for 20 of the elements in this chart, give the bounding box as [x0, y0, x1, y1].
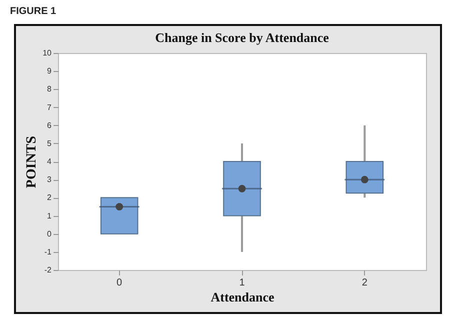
y-tick-label: 6 — [47, 120, 52, 130]
y-tick-label: 5 — [47, 138, 52, 148]
chart-title: Change in Score by Attendance — [155, 30, 330, 45]
y-tick-label: 7 — [47, 102, 52, 112]
caption: FIGURE 1 — [10, 6, 56, 17]
y-tick-label: -2 — [44, 266, 52, 274]
y-tick-label: -1 — [44, 247, 52, 256]
y-tick-label: 1 — [47, 211, 52, 220]
y-tick-label: 0 — [47, 229, 52, 238]
y-tick-label: 4 — [47, 157, 52, 166]
x-tick-label: 2 — [362, 278, 368, 288]
y-axis-title: POINTS — [24, 136, 40, 188]
x-axis-title: Attendance — [210, 290, 275, 304]
y-tick-label: 10 — [42, 48, 52, 58]
y-tick-label: 2 — [47, 193, 52, 202]
y-tick-label: 8 — [47, 84, 52, 94]
x-tick-label: 1 — [239, 278, 246, 288]
x-tick-label: 0 — [116, 278, 123, 288]
y-tick-label: 3 — [47, 175, 52, 184]
y-tick-label: 9 — [47, 66, 52, 76]
